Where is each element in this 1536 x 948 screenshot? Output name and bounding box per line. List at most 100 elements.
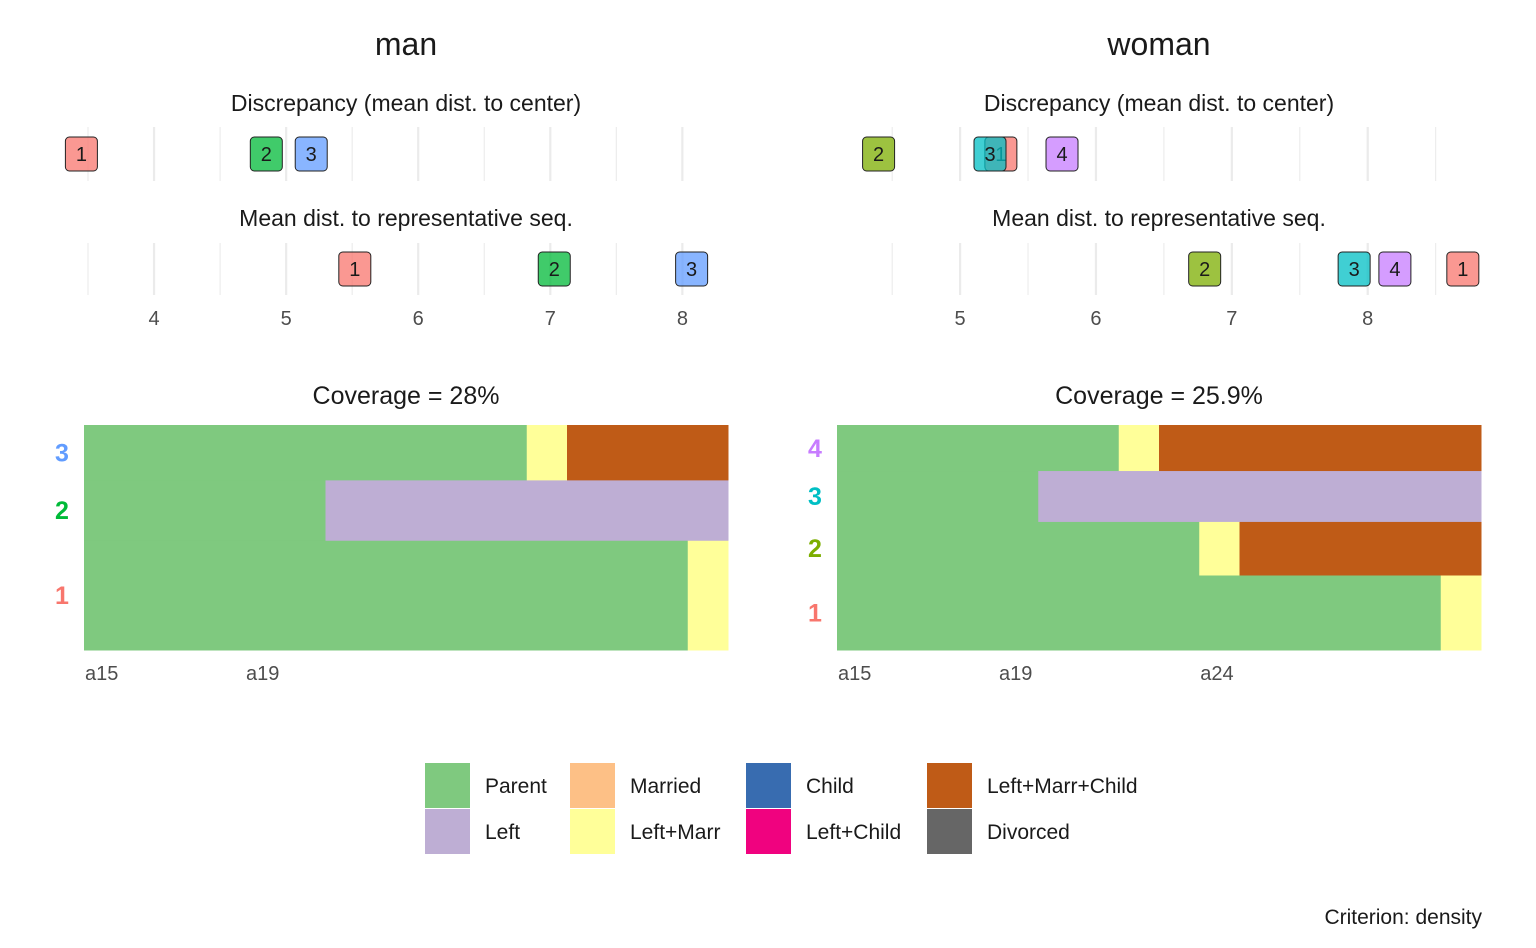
cluster-2-marker: 2: [249, 136, 283, 172]
sequence-label-1: 1: [55, 582, 69, 610]
cluster-2-marker-box: [1188, 251, 1222, 287]
cluster-1-marker-box: [1446, 251, 1480, 287]
legend-label: Left+Child: [806, 821, 902, 844]
x-tick-label: 7: [1226, 308, 1237, 330]
legend-swatch: [746, 763, 791, 808]
legend-label: Left+Marr+Child: [987, 775, 1138, 798]
sequence-label-3: 3: [808, 483, 822, 511]
subplot-title: Mean dist. to representative seq.: [992, 205, 1326, 231]
legend: Parent Left Married Left+Marr Child Left…: [425, 763, 1185, 857]
cluster-4-marker-label: 4: [1056, 144, 1067, 166]
sequence-2: [84, 479, 729, 541]
sequence-label-2: 2: [55, 497, 69, 525]
state-run: [1440, 575, 1482, 651]
facet-woman: woman Discrepancy (mean dist. to center) 2…: [808, 26, 1482, 685]
state-run: [84, 479, 326, 541]
cluster-1-marker-label: 1: [349, 259, 360, 281]
state-run: [84, 425, 528, 481]
legend-swatch: [746, 809, 791, 854]
state-run: [837, 521, 1200, 576]
facet-title: man: [375, 26, 437, 62]
cluster-2-marker-label: 2: [1199, 259, 1210, 281]
legend-label: Parent: [485, 775, 547, 798]
cluster-2-marker-box: [862, 136, 896, 172]
cluster-3-marker-box: [675, 251, 709, 287]
sequence-4: [837, 425, 1482, 472]
cluster-2-marker: 2: [862, 136, 896, 172]
subplot-title: Mean dist. to representative seq.: [239, 205, 573, 231]
cluster-3-marker-label: 3: [1349, 259, 1360, 281]
x-axis-ticks: 4 5 6 7 8: [148, 308, 687, 330]
seq-tick-label: a15: [85, 663, 118, 685]
legend-swatch: [570, 809, 615, 854]
x-tick-label: 6: [1090, 308, 1101, 330]
sequence-plot: 1 2 3 a15 a19: [55, 425, 729, 685]
discrepancy-plot: Discrepancy (mean dist. to center) 1 2 3: [64, 90, 684, 181]
state-run: [325, 479, 729, 541]
sequence-label-1: 1: [808, 600, 822, 628]
discrepancy-plot: Discrepancy (mean dist. to center)2134: [862, 90, 1437, 181]
facet-man: man Discrepancy (mean dist. to center) 1 2 3…: [55, 26, 729, 685]
sequence-1: [84, 540, 729, 651]
cluster-3-marker-box: [973, 136, 1007, 172]
cluster-2-marker-label: 2: [873, 144, 884, 166]
state-run: [687, 540, 729, 651]
cluster-3-marker: 3: [294, 136, 328, 172]
sequence-plot: 1 2 3 4 a15 a19 a24: [808, 425, 1482, 685]
state-run: [1118, 425, 1160, 472]
legend-swatch: [425, 809, 470, 854]
legend-swatch: [927, 763, 972, 808]
cluster-2-marker-label: 2: [261, 144, 272, 166]
cluster-2-marker-box: [249, 136, 283, 172]
cluster-1-marker: 1: [1446, 251, 1480, 287]
cluster-1-marker-box: [338, 251, 372, 287]
cluster-3-marker: 3: [1337, 251, 1371, 287]
cluster-3-marker-label: 3: [686, 259, 697, 281]
cluster-2-marker-box: [537, 251, 571, 287]
cluster-2-marker: 2: [1188, 251, 1222, 287]
cluster-3-marker-box: [1337, 251, 1371, 287]
cluster-4-marker-label: 4: [1389, 259, 1400, 281]
x-axis-ticks: 5 6 7 8: [955, 308, 1374, 330]
legend-swatch: [570, 763, 615, 808]
cluster-2-marker: 2: [537, 251, 571, 287]
cluster-1-marker: 1: [338, 251, 372, 287]
state-run: [1038, 470, 1482, 522]
criterion-caption: Criterion: density: [1324, 906, 1482, 929]
sequence-label-2: 2: [808, 535, 822, 563]
cluster-1-marker-label: 1: [1457, 259, 1468, 281]
subplot-title: Discrepancy (mean dist. to center): [231, 90, 581, 116]
legend-label: Left: [485, 821, 521, 844]
legend-label: Child: [806, 775, 854, 798]
sequence-label-4: 4: [808, 435, 822, 463]
sequence-2: [837, 521, 1482, 576]
sequence-3: [84, 425, 729, 481]
state-run: [837, 425, 1120, 472]
cluster-4-marker: 4: [1378, 251, 1412, 287]
sequence-label-3: 3: [55, 439, 69, 467]
state-run: [1239, 521, 1482, 576]
subplot-title: Discrepancy (mean dist. to center): [984, 90, 1334, 116]
cluster-1-marker: 1: [64, 136, 98, 172]
state-run: [837, 575, 1442, 651]
legend-swatch: [927, 809, 972, 854]
legend-label: Divorced: [987, 821, 1070, 844]
legend-swatch: [425, 763, 470, 808]
cluster-3-marker-box: [294, 136, 328, 172]
legend-label: Left+Marr: [630, 821, 721, 844]
x-tick-label: 6: [413, 308, 424, 330]
facet-title: woman: [1106, 26, 1210, 62]
cluster-3-marker-label: 3: [306, 144, 317, 166]
seq-tick-label: a24: [1200, 663, 1233, 685]
state-run: [1199, 521, 1240, 576]
x-tick-label: 8: [1362, 308, 1373, 330]
x-tick-label: 8: [677, 308, 688, 330]
state-run: [567, 425, 729, 481]
x-tick-label: 5: [955, 308, 966, 330]
coverage-title: Coverage = 28%: [313, 382, 500, 410]
state-run: [84, 540, 689, 651]
mean-dist-plot: Mean dist. to representative seq. 2 3 4 1: [891, 205, 1480, 295]
legend-label: Married: [630, 775, 702, 798]
mean-dist-plot: Mean dist. to representative seq. 1 2 3: [87, 205, 709, 295]
